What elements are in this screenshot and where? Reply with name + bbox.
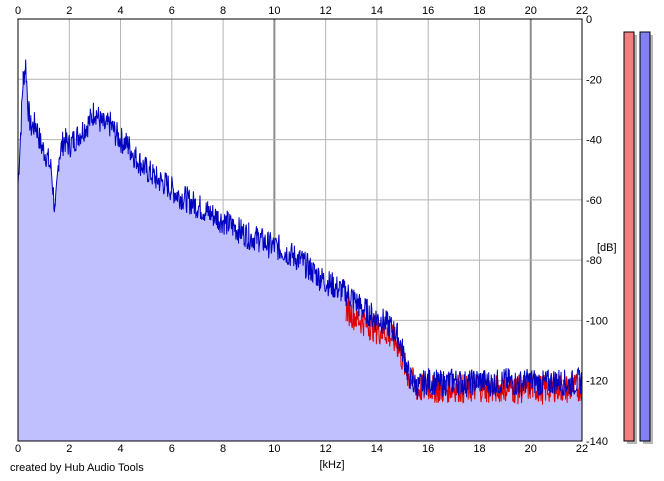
y-tick-label: -120 — [586, 376, 608, 388]
y-tick-label: -100 — [586, 315, 608, 327]
meter-bar-r — [639, 31, 651, 442]
x-tick-label-top: 22 — [576, 5, 588, 17]
y-tick-label: -20 — [586, 74, 602, 86]
x-tick-label-bottom: 8 — [220, 443, 226, 455]
x-tick-label-top: 14 — [371, 5, 383, 17]
y-tick-label: -80 — [586, 255, 602, 267]
x-tick-label-bottom: 18 — [473, 443, 485, 455]
x-tick-label-top: 16 — [422, 5, 434, 17]
x-tick-label-bottom: 2 — [66, 443, 72, 455]
x-tick-label-top: 10 — [268, 5, 280, 17]
x-tick-label-bottom: 4 — [117, 443, 123, 455]
x-ticks-bottom: 0 2 4 6 8 10 12 14 16 18 20 22 — [15, 443, 588, 455]
x-tick-label-top: 0 — [15, 5, 21, 17]
x-tick-label-top: 8 — [220, 5, 226, 17]
plot-frame — [17, 18, 583, 442]
y-tick-label: -60 — [586, 195, 602, 207]
y-tick-label: 0 — [586, 14, 592, 26]
spectrum-lines — [17, 59, 583, 405]
x-tick-label-bottom: 22 — [576, 443, 588, 455]
x-tick-label-bottom: 6 — [169, 443, 175, 455]
x-tick-label-top: 2 — [66, 5, 72, 17]
x-tick-label-top: 6 — [169, 5, 175, 17]
x-tick-label-bottom: 20 — [525, 443, 537, 455]
y-axis-label: [dB] — [597, 242, 617, 254]
x-tick-label-top: 4 — [117, 5, 123, 17]
series-line-blue — [17, 59, 583, 400]
x-tick-label-bottom: 16 — [422, 443, 434, 455]
meter-bar-l — [623, 31, 635, 442]
x-tick-label-bottom: 0 — [15, 443, 21, 455]
y-ticks-right: 0 -20 -40 -60 -80 -100 -120 -140 — [586, 14, 608, 448]
x-tick-label-top: 12 — [320, 5, 332, 17]
x-axis-label: [kHz] — [319, 459, 344, 471]
x-tick-label-bottom: 10 — [268, 443, 280, 455]
x-tick-label-top: 18 — [473, 5, 485, 17]
x-tick-label-bottom: 14 — [371, 443, 383, 455]
y-tick-label: -40 — [586, 135, 602, 147]
level-meters — [623, 31, 653, 444]
x-ticks-top: 0 2 4 6 8 10 12 14 16 18 20 22 — [15, 5, 588, 17]
y-tick-label: -140 — [586, 436, 608, 448]
credit-text: created by Hub Audio Tools — [10, 462, 144, 474]
x-tick-label-bottom: 12 — [320, 443, 332, 455]
x-tick-label-top: 20 — [525, 5, 537, 17]
